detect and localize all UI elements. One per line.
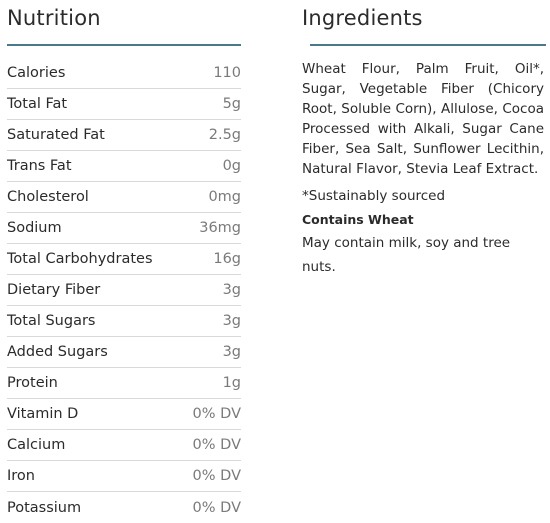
nutrient-value: 3g xyxy=(222,344,241,360)
nutrient-value: 3g xyxy=(222,313,241,329)
nutrient-label: Calcium xyxy=(7,437,66,453)
nutrient-value: 5g xyxy=(222,96,241,112)
nutrient-label: Vitamin D xyxy=(7,406,79,422)
nutrient-value: 0% DV xyxy=(192,499,241,516)
ingredients-divider xyxy=(310,44,546,46)
sustainably-sourced-note: *Sustainably sourced xyxy=(302,188,446,204)
nutrient-value: 2.5g xyxy=(208,127,241,143)
nutrition-row-total-carbohydrates: Total Carbohydrates 16g xyxy=(7,244,241,275)
nutrition-section: Nutrition Calories 110 Total Fat 5g Satu… xyxy=(7,0,241,523)
ingredients-text: Wheat Flour, Palm Fruit, Oil*, Sugar, Ve… xyxy=(302,61,544,177)
nutrient-label: Dietary Fiber xyxy=(7,282,101,298)
nutrient-value: 0% DV xyxy=(192,468,241,484)
nutrient-label: Sodium xyxy=(7,220,62,236)
allergen-contains: Contains Wheat xyxy=(302,212,414,227)
nutrition-row-saturated-fat: Saturated Fat 2.5g xyxy=(7,120,241,151)
nutrient-value: 1g xyxy=(222,375,241,391)
nutrient-value: 0% DV xyxy=(192,437,241,453)
nutrition-row-iron: Iron 0% DV xyxy=(7,461,241,492)
nutrition-list: Calories 110 Total Fat 5g Saturated Fat … xyxy=(7,58,241,523)
nutrition-row-dietary-fiber: Dietary Fiber 3g xyxy=(7,275,241,306)
nutrient-value: 16g xyxy=(213,251,241,267)
nutrient-label: Trans Fat xyxy=(7,158,72,174)
nutrient-label: Calories xyxy=(7,65,66,81)
nutrition-row-protein: Protein 1g xyxy=(7,368,241,399)
nutrient-label: Protein xyxy=(7,375,58,391)
nutrition-row-trans-fat: Trans Fat 0g xyxy=(7,151,241,182)
nutrient-label: Total Sugars xyxy=(7,313,96,329)
nutrition-row-added-sugars: Added Sugars 3g xyxy=(7,337,241,368)
nutrient-label: Total Fat xyxy=(7,96,68,112)
nutrient-value: 3g xyxy=(222,282,241,298)
nutrient-label: Potassium xyxy=(7,499,82,516)
nutrition-row-total-sugars: Total Sugars 3g xyxy=(7,306,241,337)
nutrient-label: Iron xyxy=(7,468,35,484)
ingredients-section: Ingredients Wheat Flour, Palm Fruit, Oil… xyxy=(302,0,546,279)
nutrient-value: 0mg xyxy=(208,189,241,205)
nutrition-row-calcium: Calcium 0% DV xyxy=(7,430,241,461)
nutrient-value: 36mg xyxy=(199,220,241,236)
nutrient-value: 0g xyxy=(222,158,241,174)
allergen-may-contain: May contain milk, soy and tree nuts. xyxy=(302,235,511,275)
nutrition-row-sodium: Sodium 36mg xyxy=(7,213,241,244)
nutrition-row-vitamin-d: Vitamin D 0% DV xyxy=(7,399,241,430)
nutrition-row-cholesterol: Cholesterol 0mg xyxy=(7,182,241,213)
nutrition-row-calories: Calories 110 xyxy=(7,58,241,89)
ingredients-heading: Ingredients xyxy=(302,6,423,30)
nutrient-label: Saturated Fat xyxy=(7,127,105,143)
nutrient-label: Added Sugars xyxy=(7,344,108,360)
nutrition-row-total-fat: Total Fat 5g xyxy=(7,89,241,120)
nutrition-heading: Nutrition xyxy=(7,6,101,30)
nutrient-value: 110 xyxy=(213,65,241,81)
nutrient-label: Cholesterol xyxy=(7,189,89,205)
nutrient-label: Total Carbohydrates xyxy=(7,251,153,267)
nutrition-row-potassium: Potassium 0% DV xyxy=(7,492,241,523)
nutrition-divider xyxy=(7,44,241,46)
nutrient-value: 0% DV xyxy=(192,406,241,422)
